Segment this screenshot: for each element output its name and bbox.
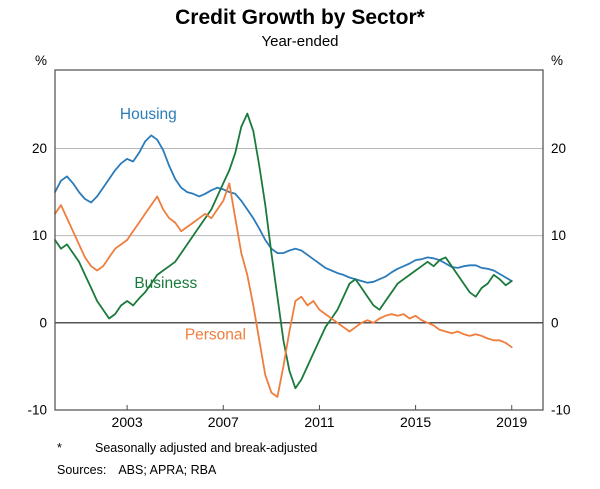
y-tick-label-left--10: -10: [27, 403, 47, 418]
x-tick-label-2015: 2015: [400, 414, 431, 430]
chart-subtitle: Year-ended: [261, 33, 339, 50]
series-line-personal: [54, 182, 513, 398]
x-tick-label-2007: 2007: [208, 414, 239, 430]
y-tick-label-left-20: 20: [32, 141, 47, 156]
footnote-marker: *: [57, 441, 62, 455]
sources-text: ABS; APRA; RBA: [118, 463, 217, 477]
y-tick-label-right--10: -10: [551, 403, 571, 418]
sources: Sources: ABS; APRA; RBA: [57, 463, 216, 477]
x-tick-label-2011: 2011: [304, 414, 334, 430]
y-tick-label-right-0: 0: [551, 315, 559, 330]
chart-title: Credit Growth by Sector*: [175, 6, 425, 29]
series-line-business: [54, 112, 513, 390]
plot-frame: [54, 69, 544, 411]
footnote: * Seasonally adjusted and break-adjusted: [57, 441, 317, 455]
series-label-housing: Housing: [120, 106, 177, 123]
x-tick-label-2019: 2019: [496, 414, 527, 430]
y-tick-label-right-10: 10: [551, 228, 566, 243]
series-label-personal: Personal: [185, 326, 246, 343]
y-unit-right: %: [551, 53, 563, 68]
series-label-business: Business: [134, 275, 197, 292]
y-unit-left: %: [35, 53, 47, 68]
chart-svg: Housing Business Personal 2003 2007 2011 2015 2…: [27, 53, 571, 430]
y-tick-label-left-0: 0: [39, 315, 47, 330]
x-tick-label-2003: 2003: [112, 414, 143, 430]
footnote-text: Seasonally adjusted and break-adjusted: [95, 441, 318, 455]
y-tick-label-left-10: 10: [32, 228, 47, 243]
sources-label: Sources:: [57, 463, 107, 477]
series-line-housing: [54, 134, 513, 284]
y-tick-label-right-20: 20: [551, 141, 566, 156]
